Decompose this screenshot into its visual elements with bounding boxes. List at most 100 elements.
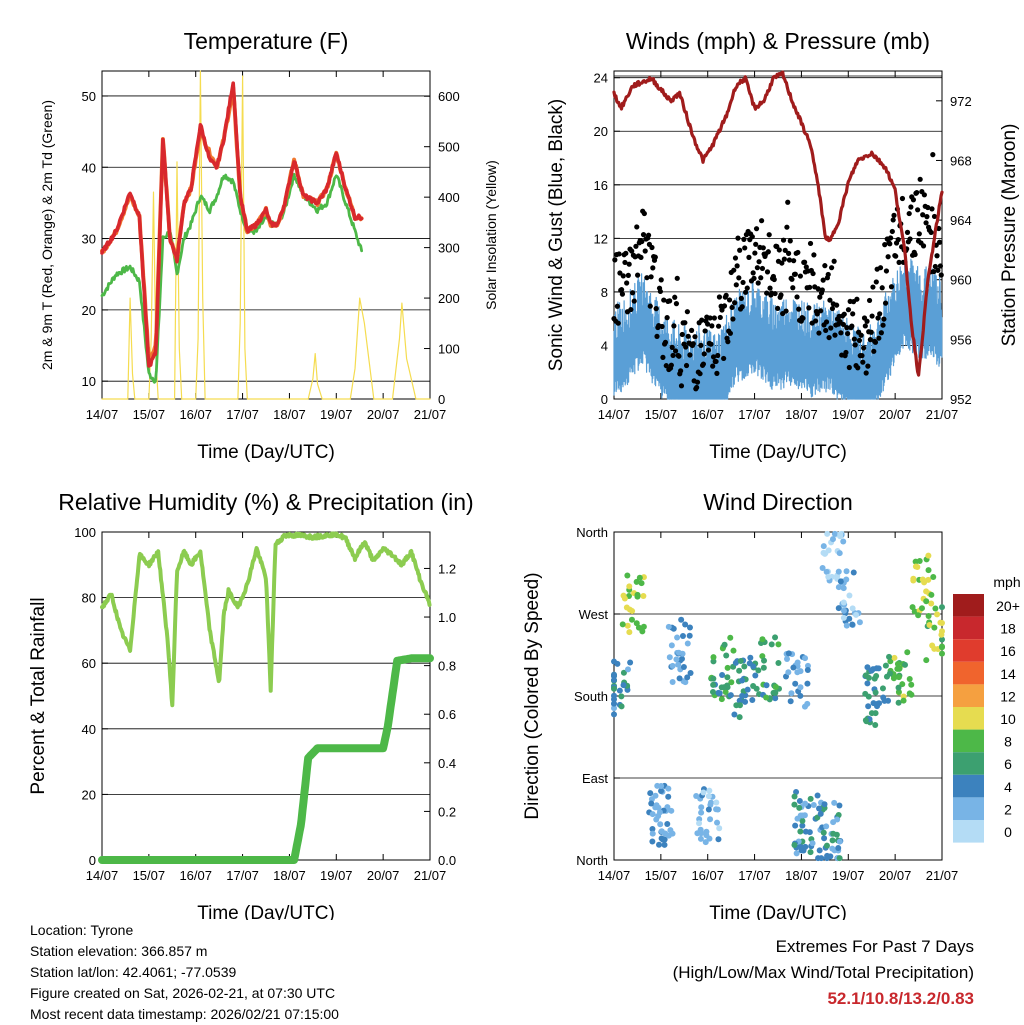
direction-point <box>799 817 806 824</box>
legend-label: 16 <box>1000 643 1016 659</box>
direction-point <box>724 674 731 681</box>
extremes-subtitle: (High/Low/Max Wind/Total Precipitation) <box>672 963 974 982</box>
gust-point <box>893 253 899 259</box>
gust-point <box>896 259 902 265</box>
gust-point <box>779 260 785 266</box>
y2-tick-label: 0.4 <box>438 756 456 771</box>
gust-point <box>850 311 856 317</box>
direction-point <box>821 835 828 842</box>
y2-tick-label: 500 <box>438 140 460 155</box>
direction-point <box>806 829 813 836</box>
direction-point <box>830 830 837 837</box>
direction-point <box>895 689 902 696</box>
y-tick-label: 50 <box>82 89 96 104</box>
gust-point <box>739 304 745 310</box>
gust-point <box>790 285 796 291</box>
legend-unit: mph <box>993 574 1020 590</box>
gust-point <box>888 284 895 290</box>
x-tick-label: 20/07 <box>367 868 400 883</box>
station-info: Location: Tyrone Station elevation: 366.… <box>30 920 339 1025</box>
direction-point <box>862 690 869 697</box>
direction-point <box>697 826 704 833</box>
direction-point <box>649 830 656 837</box>
direction-point <box>919 576 926 583</box>
gust-point <box>914 189 920 196</box>
direction-point <box>668 642 675 649</box>
direction-point <box>620 669 627 676</box>
x-tick-label: 16/07 <box>691 868 724 883</box>
gust-point <box>650 265 656 271</box>
gust-point <box>786 257 793 263</box>
gust-point <box>868 329 874 335</box>
direction-point <box>638 580 645 587</box>
gust-point <box>662 339 669 345</box>
gust-point <box>934 253 940 259</box>
gust-point <box>887 241 893 247</box>
gust-point <box>623 250 629 256</box>
direction-point <box>653 802 660 809</box>
gust-point <box>852 342 858 348</box>
direction-point <box>693 793 700 800</box>
x-tick-label: 15/07 <box>133 868 166 883</box>
direction-point <box>705 806 712 813</box>
direction-point <box>611 705 617 712</box>
gust-point <box>787 238 793 244</box>
gust-point <box>699 317 705 323</box>
extremes-box: Extremes For Past 7 Days (High/Low/Max W… <box>673 934 974 1012</box>
gust-point <box>924 214 930 220</box>
gust-point <box>614 303 620 309</box>
direction-point <box>823 568 830 575</box>
gust-point <box>684 309 690 315</box>
gust-point <box>863 370 869 376</box>
direction-point <box>620 682 627 689</box>
direction-point <box>698 804 705 811</box>
gust-point <box>829 265 835 271</box>
direction-point <box>885 697 892 704</box>
gust-point <box>669 344 675 350</box>
direction-point <box>611 672 617 679</box>
direction-point <box>710 681 717 688</box>
gust-point <box>658 277 664 283</box>
gust-point <box>744 285 750 291</box>
gust-point <box>838 330 844 336</box>
y2-tick-label: 0.2 <box>438 804 456 819</box>
direction-point <box>815 855 822 862</box>
gust-point <box>759 218 765 224</box>
direction-point <box>802 655 809 662</box>
direction-point <box>823 842 830 849</box>
direction-point <box>727 634 734 641</box>
direction-point <box>820 829 827 836</box>
direction-point <box>814 792 821 799</box>
gust-point <box>846 364 852 371</box>
direction-point <box>772 695 779 702</box>
direction-point <box>797 684 804 691</box>
direction-point <box>626 583 633 590</box>
y-tick-label: 20 <box>82 787 96 802</box>
gust-point <box>899 195 906 202</box>
gust-point <box>823 327 829 334</box>
direction-point <box>923 657 930 664</box>
gust-point <box>771 276 777 283</box>
gust-point <box>923 220 929 226</box>
gust-point <box>865 363 871 369</box>
direction-point <box>772 683 779 690</box>
legend-swatch <box>953 752 984 775</box>
gust-point <box>730 316 736 322</box>
gust-point <box>648 274 654 280</box>
direction-point <box>835 844 842 851</box>
legend-swatch <box>953 594 984 617</box>
direction-point <box>925 567 932 574</box>
gust-point <box>659 323 665 330</box>
rh-line <box>100 531 432 708</box>
direction-point <box>797 692 804 699</box>
x-tick-label: 20/07 <box>879 868 912 883</box>
gust-point <box>806 305 812 311</box>
direction-point <box>669 662 676 669</box>
gust-point <box>629 248 635 254</box>
direction-point <box>737 658 744 665</box>
gust-point <box>764 290 770 296</box>
gust-point <box>620 273 626 279</box>
legend-swatch <box>953 797 984 820</box>
legend-swatch <box>953 639 984 662</box>
